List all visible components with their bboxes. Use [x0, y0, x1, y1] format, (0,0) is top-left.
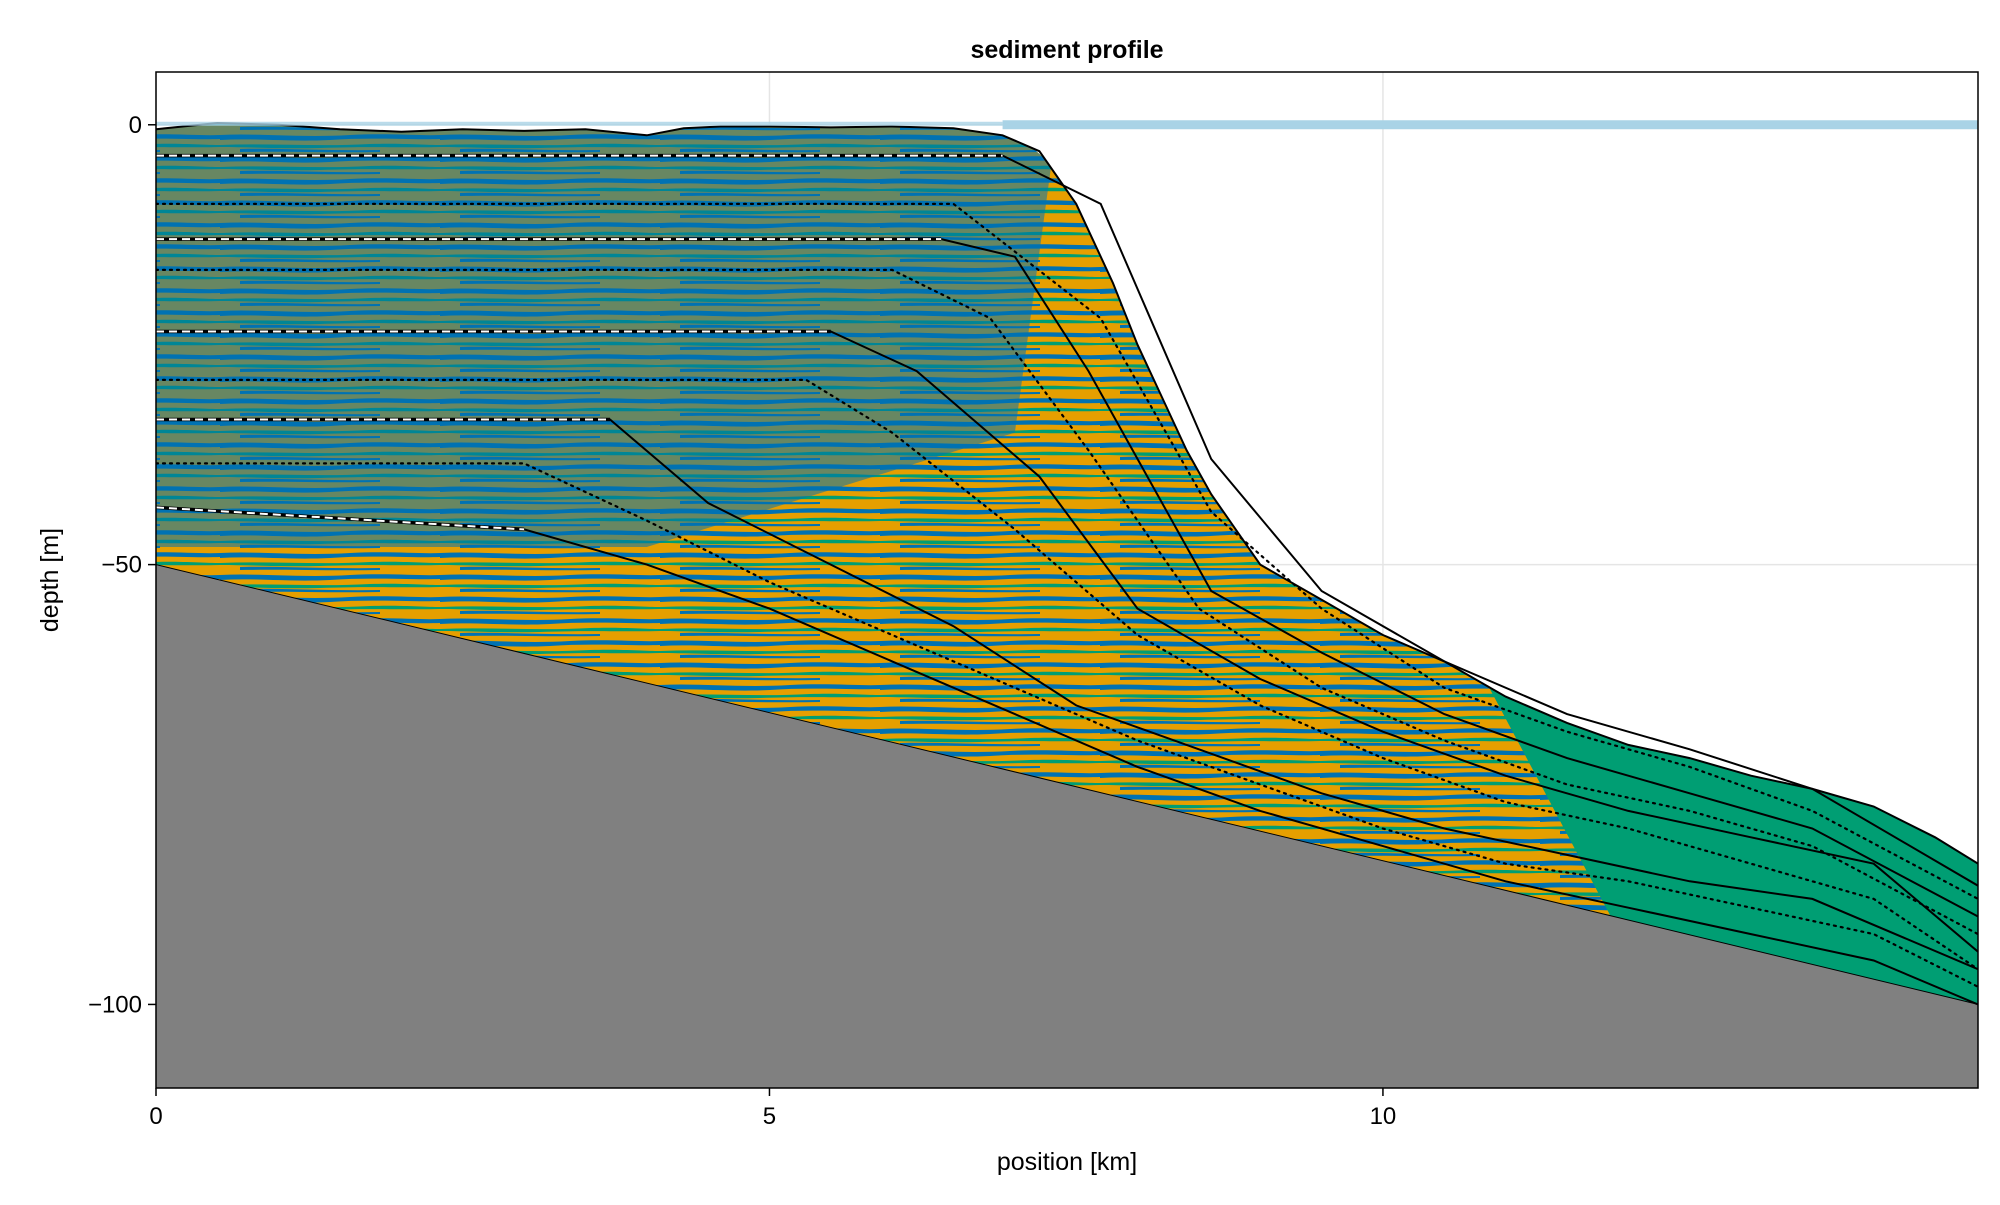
horizon-dotted-3 — [156, 268, 1978, 936]
shelf-facies — [156, 123, 1064, 548]
horizon-dotted-7 — [156, 462, 1978, 988]
y-tick-label-1: −50 — [101, 552, 142, 579]
x-axis-label: position [km] — [997, 1148, 1137, 1176]
surface-line — [156, 121, 1978, 865]
x-tick-label-2: 10 — [1370, 1103, 1397, 1130]
x-tick-label-1: 5 — [763, 1103, 776, 1130]
shelf-group — [156, 123, 1064, 548]
basement-line — [156, 564, 1978, 1005]
plot-frame — [155, 71, 1979, 1089]
y-axis-label: depth [m] — [36, 528, 64, 632]
horizon-solid-0 — [156, 154, 1978, 887]
horizon-dotted-5 — [156, 378, 1978, 971]
horizon-solid-6 — [156, 418, 1978, 971]
horizon-solid-2 — [156, 238, 1978, 918]
horizon-solid-4 — [156, 330, 1978, 953]
y-tick-label-0: 0 — [129, 112, 142, 139]
ticks: 0 5 10 0 −50 −100 — [88, 112, 1396, 1130]
shelf-line-dashed-4 — [156, 506, 525, 531]
basement — [156, 564, 1978, 1088]
horizon-solid-8 — [156, 506, 1978, 1006]
data-layer — [156, 120, 1978, 1088]
y-tick-label-2: −100 — [88, 991, 142, 1018]
chart-title: sediment profile — [970, 36, 1163, 64]
x-tick-label-0: 0 — [149, 1103, 162, 1130]
horizon-dotted-1 — [156, 202, 1978, 901]
